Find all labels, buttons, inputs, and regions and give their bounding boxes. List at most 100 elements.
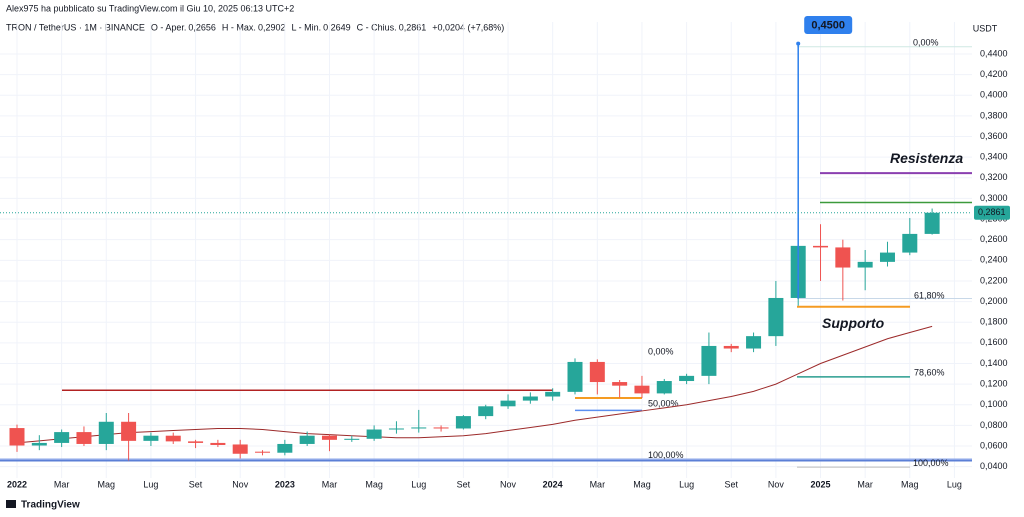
candle	[656, 378, 672, 395]
candle-body	[433, 427, 449, 429]
candle-body	[455, 416, 471, 429]
fib-label: 61,80%	[914, 290, 945, 300]
candle	[188, 439, 204, 449]
candle-body	[165, 435, 181, 442]
candle-body	[768, 297, 784, 337]
x-tick-label: Set	[189, 479, 203, 489]
candle-body	[76, 432, 92, 444]
candle-body	[232, 444, 248, 454]
candle	[98, 413, 114, 451]
candle-body	[121, 421, 137, 441]
y-tick-label: 0,1000	[980, 399, 1008, 409]
candle	[589, 359, 605, 395]
author-line: Alex975 ha pubblicato su TradingView.com…	[6, 3, 294, 13]
x-tick-label: Mar	[590, 479, 606, 489]
annotation: Supporto	[822, 315, 885, 331]
candle-body	[746, 336, 762, 349]
candle	[634, 375, 650, 399]
candle	[9, 424, 25, 452]
candle	[835, 239, 851, 301]
candle	[612, 379, 628, 398]
x-tick-label: 2022	[7, 479, 27, 489]
candle	[31, 435, 47, 451]
candle	[299, 431, 315, 447]
legend-text: O - Aper.	[151, 22, 187, 32]
candle	[76, 426, 92, 447]
candle	[388, 421, 404, 434]
candle-body	[879, 252, 895, 262]
moving-average	[16, 325, 933, 444]
candle-body	[98, 421, 114, 444]
candle	[746, 332, 762, 353]
x-tick-label: Mar	[857, 479, 873, 489]
y-tick-label: 0,4000	[980, 90, 1008, 100]
fib-label: 50,00%	[648, 399, 679, 409]
last-price-box	[974, 205, 1010, 220]
x-tick-label: Lug	[947, 479, 962, 489]
y-tick-label: 0,0400	[980, 461, 1008, 471]
fib-label: 78,60%	[914, 368, 945, 378]
candle	[255, 450, 271, 456]
brand: TradingView	[21, 500, 80, 511]
fib-label: 0,00%	[913, 38, 939, 48]
candle-body	[344, 438, 360, 440]
candle-body	[321, 435, 337, 440]
y-tick-label: 0,3200	[980, 172, 1008, 182]
y-tick-label: 0,4400	[980, 48, 1008, 58]
y-tick-label: 0,3400	[980, 152, 1008, 162]
legend-text: +0,0204 (+7,68%)	[432, 22, 504, 32]
y-tick-label: 0,1600	[980, 337, 1008, 347]
x-tick-label: 2024	[543, 479, 563, 489]
candle	[321, 434, 337, 452]
candle-body	[679, 375, 695, 382]
x-tick-label: Nov	[232, 479, 249, 489]
candle	[924, 208, 940, 235]
x-tick-label: Nov	[768, 479, 785, 489]
x-tick-label: Mar	[54, 479, 70, 489]
candle-body	[188, 441, 204, 443]
candle-body	[924, 212, 940, 234]
currency: USDT	[973, 23, 998, 33]
logo: TradingView	[6, 500, 80, 511]
fib-label: 100,00%	[648, 450, 684, 460]
candle	[522, 392, 538, 404]
candle-body	[522, 396, 538, 401]
candle	[54, 429, 70, 448]
y-tick-label: 0,1400	[980, 358, 1008, 368]
y-tick-label: 0,2400	[980, 255, 1008, 265]
candle-body	[366, 429, 382, 439]
y-tick-label: 0,2200	[980, 275, 1008, 285]
candle	[545, 388, 561, 401]
x-tick-label: Lug	[143, 479, 158, 489]
candle	[210, 439, 226, 448]
candle-body	[612, 382, 628, 386]
candle-body	[567, 361, 583, 392]
candle-body	[634, 385, 650, 394]
candle	[679, 373, 695, 385]
candle	[411, 409, 427, 433]
x-tick-label: Set	[457, 479, 471, 489]
x-tick-label: Mag	[901, 479, 919, 489]
candle	[768, 280, 784, 346]
annotation: Resistenza	[890, 150, 963, 166]
x-tick-label: Lug	[411, 479, 426, 489]
y-tick-label: 0,1200	[980, 378, 1008, 388]
candle	[567, 358, 583, 395]
fib-label: 100,00%	[913, 458, 949, 468]
legend-text: C - Chius.	[357, 22, 397, 32]
y-tick-label: 0,3800	[980, 110, 1008, 120]
x-tick-label: Set	[724, 479, 738, 489]
candle-body	[701, 345, 717, 376]
y-tick-label: 0,0800	[980, 420, 1008, 430]
legend-text: 0,2902	[258, 22, 286, 32]
y-tick-label: 0,3000	[980, 193, 1008, 203]
legend-text: H - Max.	[222, 22, 256, 32]
candle-body	[902, 233, 918, 253]
candle	[857, 250, 873, 291]
candle-body	[277, 443, 293, 453]
callout-label: 0,4500	[811, 19, 845, 31]
candle	[813, 224, 829, 281]
candle	[455, 415, 471, 430]
candle	[143, 432, 159, 447]
